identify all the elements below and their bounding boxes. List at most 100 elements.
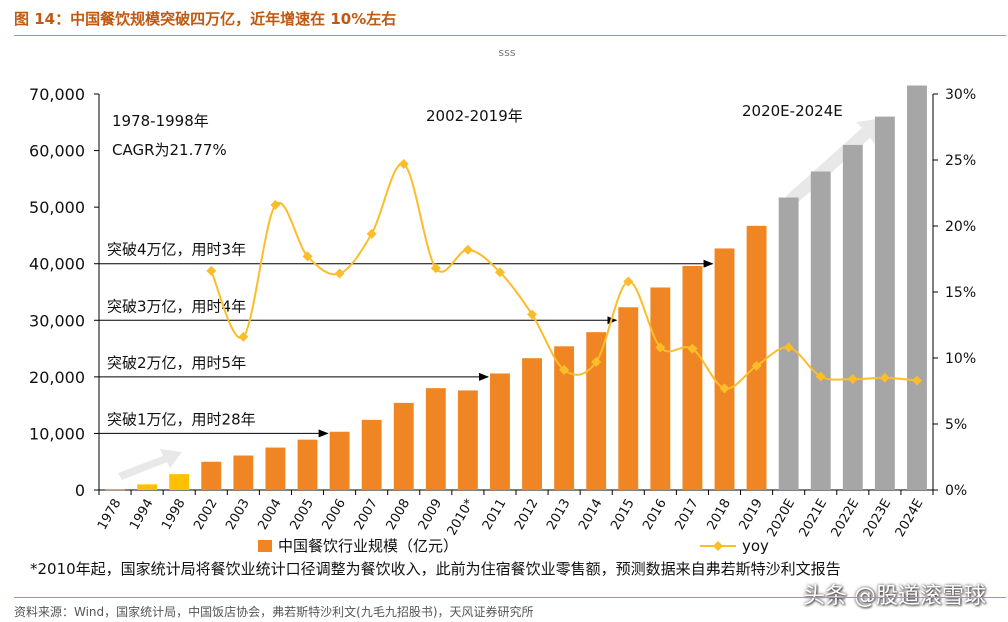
figure-header: 图 14：中国餐饮规模突破四万亿，近年增速在 10%左右 <box>0 0 1008 36</box>
yoy-point-2009 <box>430 263 441 274</box>
bar-2022E <box>842 144 863 490</box>
annotation-period-3: 2020E-2024E <box>742 102 843 120</box>
milestone-label: 突破2万亿，用时5年 <box>107 354 246 372</box>
bar-2013 <box>554 346 575 490</box>
y-left-tick-label: 70,000 <box>29 85 85 104</box>
bar-2012 <box>522 358 542 490</box>
milestone-label: 突破4万亿，用时3年 <box>107 241 246 259</box>
yoy-point-2016 <box>655 342 666 353</box>
x-tick-labels: 1978 1994 1998 2002 2003 2004 2005 2006 2007 2008… <box>95 496 926 540</box>
y-right-tick-label: 30% <box>945 87 976 103</box>
x-tick-label: 2004 <box>255 497 285 533</box>
bar-2008 <box>393 402 414 490</box>
bar-2009 <box>425 388 446 490</box>
y-left-tick-label: 50,000 <box>29 198 85 217</box>
y-right-tick-label: 15% <box>945 285 976 301</box>
bar-2019 <box>746 225 767 490</box>
x-tick-label: 2009 <box>416 497 446 533</box>
x-tick-label: 2010* <box>445 496 478 538</box>
yoy-point-2004 <box>270 199 281 210</box>
x-tick-label: 2002 <box>191 497 221 533</box>
y-left-tick-label: 60,000 <box>29 142 85 161</box>
x-tick-label: 1994 <box>127 497 157 533</box>
bar-1978 <box>105 489 125 491</box>
bar-2015 <box>618 307 639 490</box>
bar-2004 <box>265 447 286 490</box>
annotation-cagr: CAGR为21.77% <box>112 141 227 159</box>
x-tick-label: 2008 <box>384 497 414 533</box>
source-note: 资料来源：Wind，国家统计局，中国饭店协会，弗若斯特沙利文(九毛九招股书)，天… <box>14 605 534 619</box>
yoy-point-2018 <box>719 383 730 394</box>
y-right-tick-label: 5% <box>945 417 967 433</box>
x-tick-label: 2015 <box>608 497 638 533</box>
yoy-point-2021E <box>815 371 826 382</box>
y-left-tick-label: 40,000 <box>29 255 85 274</box>
bar-2007 <box>361 419 382 490</box>
x-tick-label: 1978 <box>95 497 125 533</box>
chart-svg: sss 0 10,000 20,000 30,000 40,000 50,000 60,00… <box>29 46 976 578</box>
footer-rule <box>14 597 1006 598</box>
bar-2018 <box>714 248 735 490</box>
milestone-label: 突破1万亿，用时28年 <box>107 410 256 428</box>
figure-title: 图 14：中国餐饮规模突破四万亿，近年增速在 10%左右 <box>14 10 397 28</box>
bar-2016 <box>650 287 671 490</box>
x-tick-label: 2006 <box>320 497 350 533</box>
y-left-tick-label: 0 <box>75 481 85 500</box>
yoy-point-2007 <box>366 228 377 239</box>
bar-2003 <box>233 455 254 490</box>
x-tick-label: 2005 <box>287 497 317 533</box>
yoy-point-2010* <box>462 244 473 255</box>
yoy-point-2006 <box>334 268 345 279</box>
bar-series <box>105 85 927 491</box>
bar-2006 <box>329 431 350 490</box>
x-tick-label: 2017 <box>672 497 702 533</box>
bar-2011 <box>490 373 510 490</box>
x-tick-label: 2007 <box>352 497 382 533</box>
x-tick-label: 2019 <box>737 497 767 533</box>
bar-2005 <box>297 439 318 490</box>
chart-subtitle: sss <box>498 46 515 59</box>
yoy-point-2002 <box>206 265 217 276</box>
x-tick-label: 2016 <box>640 497 670 533</box>
bar-2017 <box>682 265 703 490</box>
milestone-annotations: 突破1万亿，用时28年突破2万亿，用时5年突破3万亿，用时4年突破4万亿，用时3… <box>99 241 714 438</box>
bar-2010* <box>457 390 478 490</box>
x-tick-label: 2011 <box>480 497 510 533</box>
x-tick-label: 1998 <box>159 497 189 533</box>
yoy-point-2014 <box>591 356 602 367</box>
yoy-point-2005 <box>302 251 313 262</box>
y-right-tick-label: 10% <box>945 351 976 367</box>
yoy-point-2020E <box>783 342 794 353</box>
bar-2024E <box>907 85 927 490</box>
y-left-tick-label: 20,000 <box>29 368 85 387</box>
bar-2023E <box>874 116 895 490</box>
x-tick-label: 2014 <box>576 497 606 533</box>
yoy-point-2008 <box>398 158 409 169</box>
yoy-point-2013 <box>559 364 570 375</box>
x-tick-label: 2024E <box>893 497 927 540</box>
yoy-point-2024E <box>911 375 922 386</box>
bar-1994 <box>137 484 158 490</box>
yoy-point-2017 <box>687 343 698 354</box>
watermark: 头条 @股道滚雪球 <box>803 584 986 609</box>
x-tick-label: 2022E <box>829 497 863 540</box>
x-tick-label: 2023E <box>861 497 895 540</box>
x-tick-label: 2021E <box>797 497 831 540</box>
bar-1998 <box>169 474 190 490</box>
legend-bar-label: 中国餐饮行业规模（亿元） <box>278 537 458 555</box>
bar-2002 <box>201 461 222 490</box>
legend-line-label: yoy <box>742 537 769 555</box>
trend-arrow-right-icon <box>786 118 884 206</box>
yoy-point-2012 <box>527 309 538 320</box>
bar-2014 <box>586 332 607 490</box>
yoy-point-2023E <box>879 372 890 383</box>
x-tick-label: 2020E <box>764 497 798 540</box>
x-tick-label: 2012 <box>512 497 542 533</box>
yoy-point-2019 <box>751 360 762 371</box>
x-tick-label: 2013 <box>544 497 574 533</box>
trend-arrow-left-icon <box>118 449 182 480</box>
header-rule <box>14 35 1006 36</box>
legend-line-marker <box>713 541 723 551</box>
y-left-tick-label: 10,000 <box>29 424 85 443</box>
y-left-tick-label: 30,000 <box>29 311 85 330</box>
